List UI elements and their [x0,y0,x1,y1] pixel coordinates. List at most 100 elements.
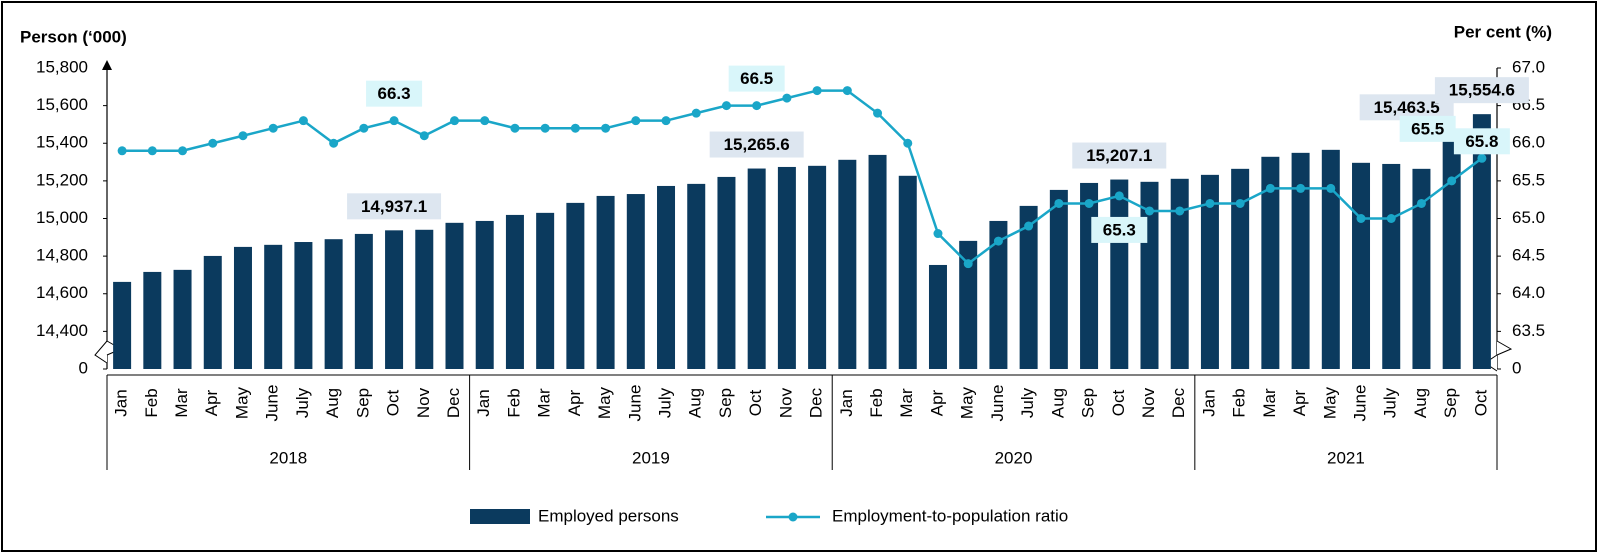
ratio-point [963,259,973,269]
ratio-point [268,123,278,133]
y-tick-label: 14,800 [36,246,88,265]
ratio-point [540,123,550,133]
bar [717,176,736,369]
x-tick-label: Oct [1471,390,1490,417]
ratio-point [1356,214,1366,223]
x-tick-label: Apr [1290,389,1309,416]
bar [1019,205,1038,369]
ratio-point [661,116,671,126]
x-tick-label: Feb [504,388,523,417]
bar-value-label: 15,265.6 [724,135,790,154]
x-tick-label: May [232,386,251,419]
x-tick-label: Nov [776,387,795,418]
bar [777,166,796,369]
bar [838,159,857,369]
x-tick-label: July [293,387,312,418]
ratio-point [570,123,580,133]
x-tick-label: Dec [807,387,826,418]
x-tick-label: June [625,385,644,422]
y2-tick-label: 64.5 [1512,246,1545,265]
x-tick-label: Mar [1260,388,1279,418]
ratio-value-label-box [1091,216,1148,243]
x-tick-label: Mar [535,388,554,418]
bar [596,195,615,369]
group-label: 2019 [632,448,670,467]
y-tick-label: 15,800 [36,57,88,76]
ratio-point [721,101,731,111]
y-tick-label: 14,400 [36,321,88,340]
x-tick-label: June [1351,385,1370,422]
bar [808,165,827,369]
bar-value-label-box [709,131,804,158]
ratio-point [178,146,188,156]
ratio-point [842,86,852,96]
ratio-value-label-box [1399,115,1456,142]
bar [354,233,373,369]
bar [1442,131,1461,369]
bar [1231,168,1250,369]
x-tick-label: Oct [384,390,403,417]
bar [1472,114,1491,369]
group-label: 2021 [1327,448,1365,467]
ratio-point [389,116,399,126]
bar-value-label-box [347,193,442,220]
ratio-point [117,146,127,156]
x-tick-label: Sep [1079,388,1098,418]
ratio-point [1447,176,1457,186]
bar [1080,182,1099,369]
x-tick-label: July [1381,387,1400,418]
bar [1110,179,1129,369]
x-tick-label: June [988,385,1007,422]
ratio-point [1145,206,1154,216]
x-tick-label: Jan [837,389,856,416]
y2-tick-label: 0 [1512,358,1521,377]
bar-value-label: 15,554.6 [1449,81,1515,100]
x-tick-label: Dec [1169,387,1188,418]
ratio-value-label: 65.8 [1465,132,1498,151]
ratio-value-label: 65.5 [1411,119,1444,138]
y-tick-label: 15,400 [36,133,88,152]
y2-tick-label: 67.0 [1512,57,1545,76]
x-tick-label: May [958,386,977,419]
bar [203,255,222,369]
bar [928,264,947,369]
bar [1412,168,1431,369]
y2-tick-label: 66.0 [1512,133,1545,152]
x-tick-label: Jan [1199,389,1218,416]
bar [113,281,132,369]
y2-tick-label: 63.5 [1512,321,1545,340]
ratio-point [510,123,520,133]
y-tick-label: 15,000 [36,208,88,227]
bar [1291,152,1310,369]
ratio-point [1326,183,1336,193]
x-tick-label: Aug [1411,388,1430,418]
ratio-line [122,89,1483,266]
ratio-point [873,108,883,118]
x-tick-label: Dec [444,387,463,418]
ratio-point [480,116,490,126]
ratio-point [691,108,701,118]
bar [1049,189,1068,369]
bar [1321,149,1340,369]
bar-value-label-box [1434,77,1529,104]
ratio-point [1114,191,1124,201]
bar [445,222,464,369]
ratio-point [1416,198,1426,208]
x-tick-label: July [656,387,675,418]
ratio-point [298,116,308,126]
x-tick-label: Nov [1139,387,1158,418]
y2-axis-title: Per cent (%) [1454,22,1552,41]
x-tick-label: Jan [112,389,131,416]
x-tick-label: Mar [897,388,916,418]
ratio-point [812,86,822,96]
x-tick-label: Aug [323,388,342,418]
ratio-point [450,116,459,126]
bar [1261,156,1280,369]
bar [415,229,434,369]
ratio-value-label-box [1453,128,1510,155]
ratio-point [1477,153,1487,163]
bar-value-label-box [1072,142,1167,169]
x-tick-label: Apr [202,389,221,416]
